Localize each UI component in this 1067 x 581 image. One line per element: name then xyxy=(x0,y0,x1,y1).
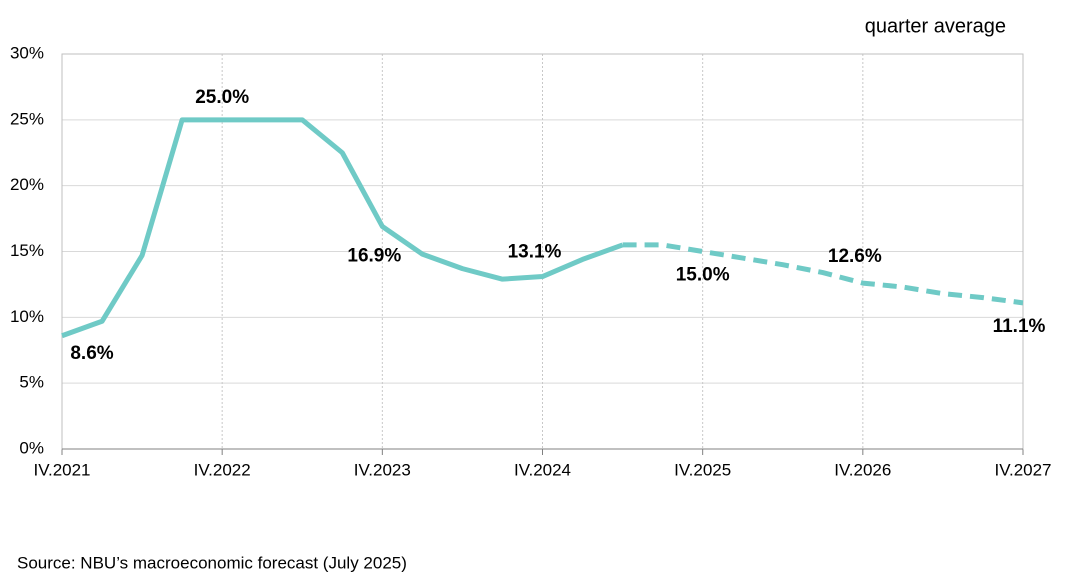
data-label: 11.1% xyxy=(993,316,1046,337)
x-tick-label: IV.2023 xyxy=(354,460,411,479)
x-tick-label: IV.2025 xyxy=(674,460,731,479)
y-tick-label: 0% xyxy=(19,438,44,457)
x-tick-label: IV.2027 xyxy=(994,460,1051,479)
data-label: 16.9% xyxy=(347,245,401,266)
y-tick-label: 5% xyxy=(19,373,44,392)
x-tick-label: IV.2026 xyxy=(834,460,891,479)
x-tick-label: IV.2024 xyxy=(514,460,571,479)
data-label: 15.0% xyxy=(676,265,730,286)
y-tick-label: 25% xyxy=(10,109,44,128)
y-tick-label: 30% xyxy=(10,43,44,62)
data-label: 8.6% xyxy=(70,343,113,364)
y-tick-label: 15% xyxy=(10,241,44,260)
x-tick-label: IV.2021 xyxy=(33,460,90,479)
series-line xyxy=(61,117,624,339)
y-tick-label: 10% xyxy=(10,307,44,326)
data-label: 12.6% xyxy=(828,246,882,267)
series-line xyxy=(622,242,1024,306)
x-tick-label: IV.2022 xyxy=(194,460,251,479)
data-label: 13.1% xyxy=(508,242,562,263)
y-tick-label: 20% xyxy=(10,175,44,194)
source-note: Source: NBU’s macroeconomic forecast (Ju… xyxy=(17,553,407,572)
data-label: 25.0% xyxy=(195,87,249,108)
annotation: quarter average xyxy=(865,15,1006,37)
